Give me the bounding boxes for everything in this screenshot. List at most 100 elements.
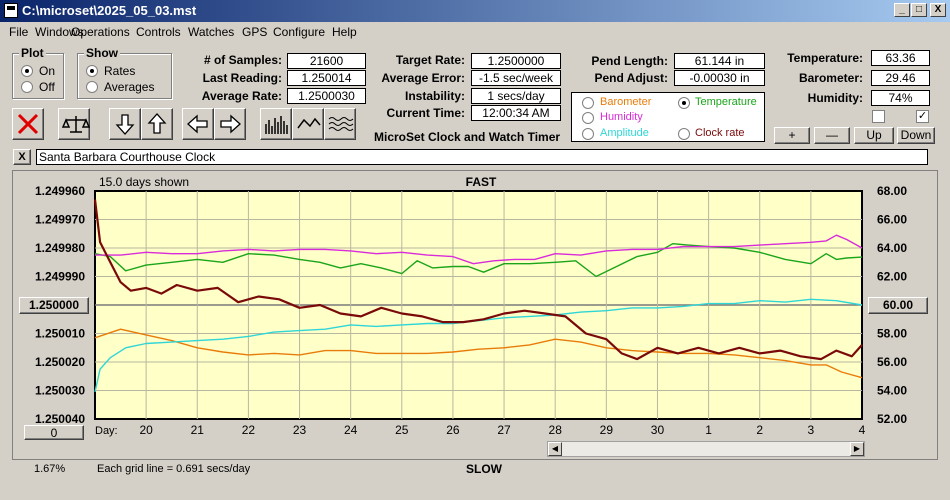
arrow-left-icon xyxy=(187,114,208,134)
scroll-right-arrow-icon[interactable]: ▶ xyxy=(850,442,864,456)
waveform-button[interactable] xyxy=(324,108,356,140)
scroll-left-arrow-icon[interactable]: ◀ xyxy=(548,442,562,456)
x-tick-label: 23 xyxy=(293,423,307,437)
humidity-label: Humidity: xyxy=(807,91,863,105)
plot-off-radio[interactable] xyxy=(21,81,33,93)
balance-button[interactable] xyxy=(58,108,90,140)
maximize-button[interactable]: □ xyxy=(911,3,927,17)
plot-group: Plot On Off xyxy=(12,46,64,99)
scale-down-button[interactable]: Down xyxy=(897,127,935,144)
clear-button[interactable] xyxy=(12,108,44,140)
y-left-tick-label: 1.249970 xyxy=(35,213,85,227)
line-graph-button[interactable] xyxy=(292,108,324,140)
current-time-field: 12:00:34 AM xyxy=(471,105,561,121)
y-axis-left: 1.249960 1.249970 1.249980 1.249990 1.250010… xyxy=(35,184,85,426)
x-tick-label: 25 xyxy=(395,423,409,437)
humidity-option-label: Humidity xyxy=(600,111,643,123)
menu-windows[interactable]: Windows xyxy=(35,25,84,39)
arrow-right-icon xyxy=(220,114,241,134)
scale-up-button[interactable]: Up xyxy=(854,127,894,144)
window-title: C:\microset\2025_05_03.mst xyxy=(22,3,197,18)
x-tick-label: 2 xyxy=(756,423,763,437)
clock-rate-radio[interactable] xyxy=(678,128,690,140)
plot-group-title: Plot xyxy=(19,46,46,60)
humidity-radio[interactable] xyxy=(582,112,594,124)
show-rates-radio[interactable] xyxy=(86,65,98,77)
temperature-radio[interactable] xyxy=(678,97,690,109)
menu-operations[interactable]: Operations xyxy=(71,25,130,39)
barometer-radio[interactable] xyxy=(582,97,594,109)
y-left-tick-label: 1.250030 xyxy=(35,384,85,398)
menu-file[interactable]: File xyxy=(9,25,29,39)
x-tick-label: 3 xyxy=(808,423,815,437)
menu-controls[interactable]: Controls xyxy=(136,25,181,39)
histogram-button[interactable] xyxy=(260,108,292,140)
close-button[interactable]: X xyxy=(930,3,946,17)
last-reading-field: 1.250014 xyxy=(287,70,366,86)
barometer-label: Barometer: xyxy=(798,71,863,85)
horizontal-scrollbar[interactable]: ◀ ▶ xyxy=(547,441,865,457)
move-up-button[interactable] xyxy=(141,108,173,140)
scroll-right-button[interactable] xyxy=(214,108,246,140)
instability-field: 1 secs/day xyxy=(471,88,561,104)
x-tick-label: 24 xyxy=(344,423,358,437)
move-down-button[interactable] xyxy=(109,108,141,140)
menu-gps[interactable]: GPS xyxy=(242,25,268,39)
y-left-tick-label: 1.250040 xyxy=(35,412,85,426)
parameter-selector: Barometer Temperature Humidity Amplitude… xyxy=(571,92,765,142)
minimize-button[interactable]: _ xyxy=(894,3,910,17)
option-checkbox-2[interactable]: ✓ xyxy=(916,110,929,123)
y-right-tick-label: 54.00 xyxy=(877,384,907,398)
series-barometer xyxy=(94,328,863,379)
plot-off-label: Off xyxy=(39,80,55,94)
pend-adjust-field: -0.00030 in xyxy=(674,70,765,86)
y-right-tick-label: 58.00 xyxy=(877,327,907,341)
scale-plus-button[interactable]: + xyxy=(774,127,810,144)
chart-series xyxy=(93,199,863,393)
option-checkbox-1[interactable] xyxy=(872,110,885,123)
right-axis-center-button[interactable]: 60.00 xyxy=(868,297,928,314)
x-tick-label: 4 xyxy=(859,423,866,437)
histogram-icon xyxy=(265,116,288,134)
left-axis-center-button[interactable]: 1.250000 xyxy=(19,297,89,314)
x-tick-label: 21 xyxy=(191,423,205,437)
samples-field: 21600 xyxy=(287,53,366,69)
show-averages-radio[interactable] xyxy=(86,81,98,93)
series-clock-rate xyxy=(93,199,863,361)
arrow-down-icon xyxy=(115,114,135,135)
average-error-label: Average Error: xyxy=(381,71,465,85)
day-axis-label: Day: xyxy=(95,425,118,437)
title-bar: C:\microset\2025_05_03.mst _ □ X xyxy=(0,0,950,22)
x-tick-label: 20 xyxy=(139,423,153,437)
menu-configure[interactable]: Configure xyxy=(273,25,326,39)
y-right-tick-label: 52.00 xyxy=(877,412,907,426)
grid-note: Each grid line = 0.691 secs/day xyxy=(97,463,251,475)
show-group: Show Rates Averages xyxy=(77,46,172,99)
app-name: MicroSet Clock and Watch Timer xyxy=(374,130,561,144)
clock-name-field[interactable]: Santa Barbara Courthouse Clock xyxy=(36,149,928,165)
remove-clock-button[interactable]: X xyxy=(13,149,31,165)
y-right-tick-label: 56.00 xyxy=(877,355,907,369)
menu-watches[interactable]: Watches xyxy=(188,25,235,39)
current-time-label: Current Time: xyxy=(386,106,465,120)
y-right-tick-label: 68.00 xyxy=(877,184,907,198)
x-tick-label: 22 xyxy=(242,423,256,437)
average-rate-field: 1.2500030 xyxy=(287,88,366,104)
left-bottom-button[interactable]: 0 xyxy=(24,425,84,440)
plot-on-radio[interactable] xyxy=(21,65,33,77)
show-rates-label: Rates xyxy=(104,64,136,78)
instability-label: Instability: xyxy=(404,89,465,103)
y-left-tick-label: 1.249980 xyxy=(35,241,85,255)
amplitude-radio[interactable] xyxy=(582,128,594,140)
barometer-field: 29.46 xyxy=(871,70,930,86)
scroll-left-button[interactable] xyxy=(182,108,214,140)
scale-minus-button[interactable]: — xyxy=(814,127,850,144)
waveform-icon xyxy=(328,117,354,131)
y-right-tick-label: 62.00 xyxy=(877,270,907,284)
grid-vertical xyxy=(145,191,812,419)
x-tick-label: 1 xyxy=(705,423,712,437)
barometer-option-label: Barometer xyxy=(600,96,652,108)
pend-length-field: 61.144 in xyxy=(674,53,765,69)
menu-help[interactable]: Help xyxy=(332,25,357,39)
